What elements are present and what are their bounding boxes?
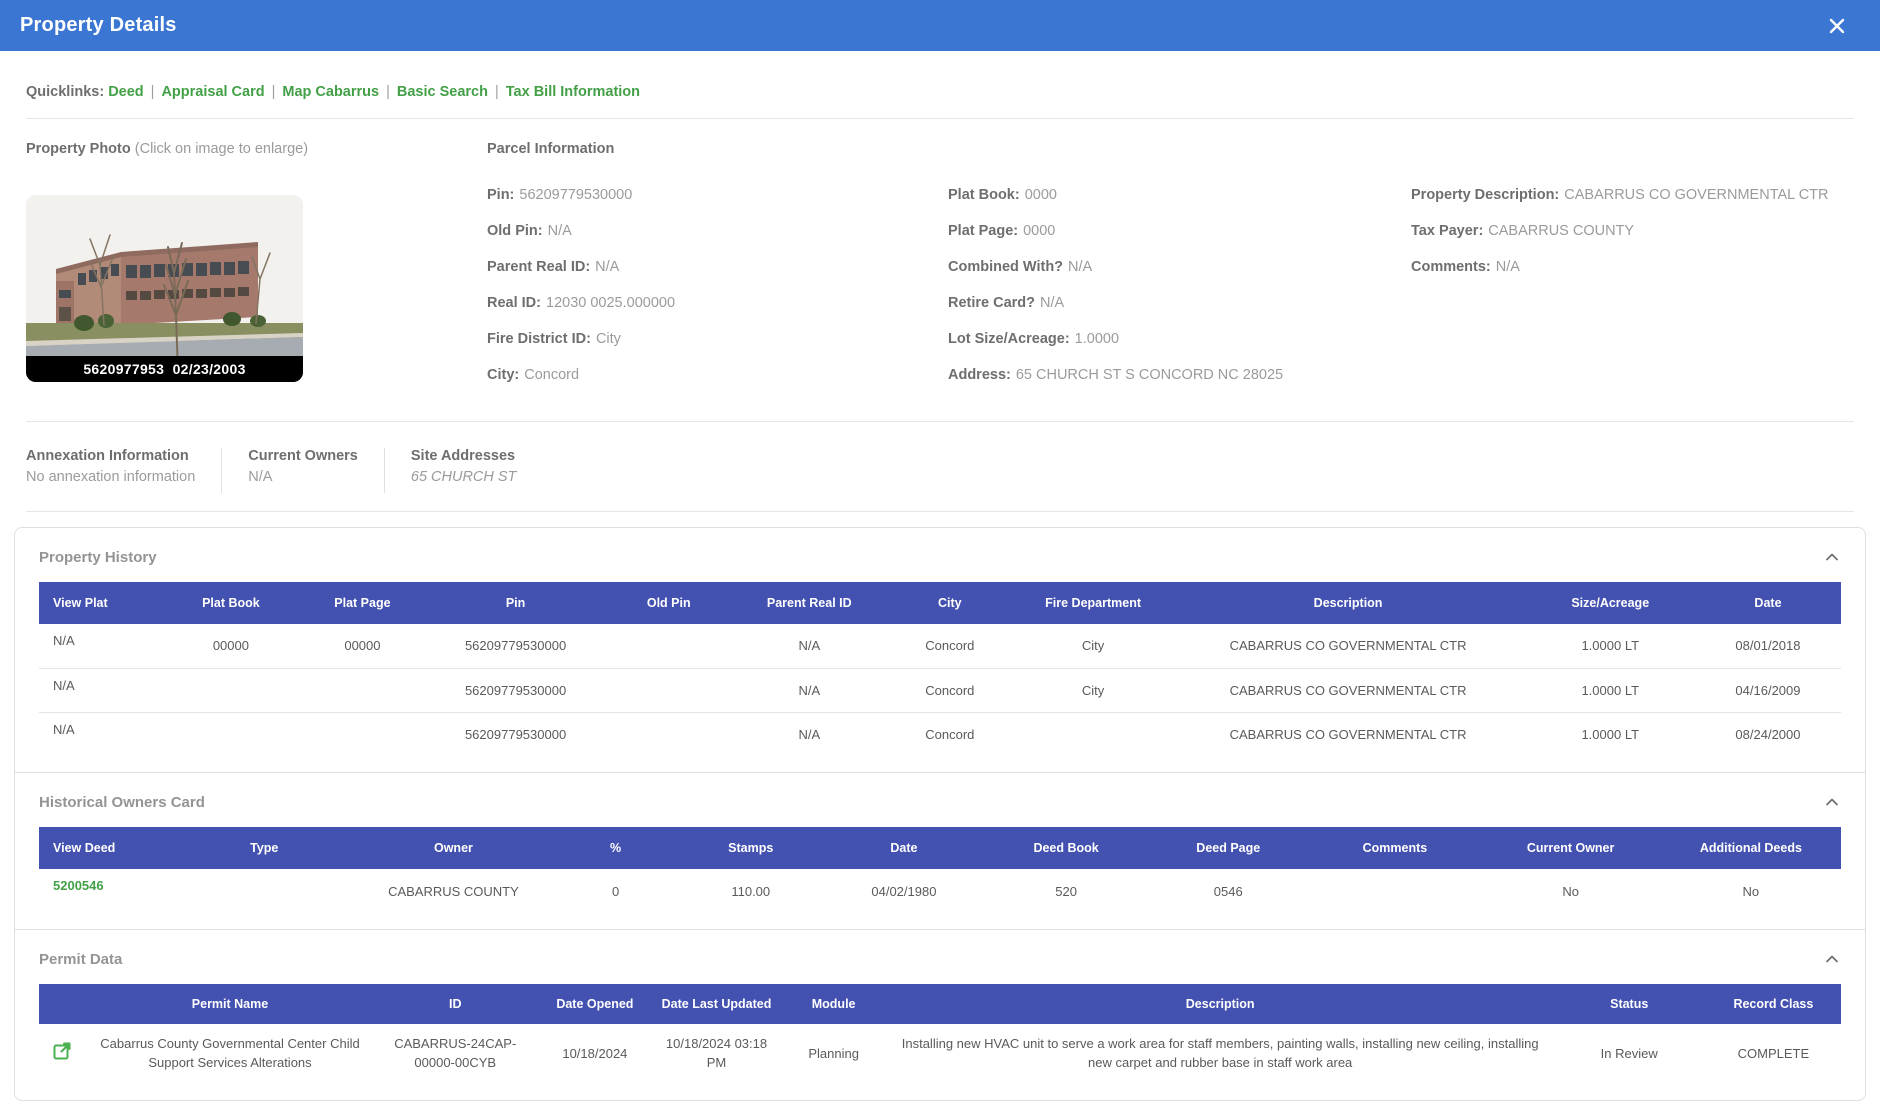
permit-module-cell: Planning: [780, 1024, 888, 1084]
quicklink-tax-bill-information[interactable]: Tax Bill Information: [506, 84, 640, 100]
current-owners: Current Owners N/A: [222, 448, 385, 493]
property-photo-title: Property Photo: [26, 141, 131, 157]
field-property-description: Property Description:CABARRUS CO GOVERNM…: [1411, 187, 1854, 204]
property-history-title: Property History: [39, 549, 157, 566]
permit-record-class-cell: COMPLETE: [1706, 1024, 1841, 1084]
divider: [26, 511, 1854, 512]
quicklink-separator: |: [495, 84, 499, 100]
view-deed-link[interactable]: 5200546: [53, 878, 104, 893]
table-row: N/A 56209779530000 N/A Concord CABARRUS …: [39, 712, 1841, 756]
permit-id-cell: CABARRUS-24CAP-00000-00CYB: [374, 1024, 536, 1084]
site-addresses: Site Addresses 65 CHURCH ST: [385, 448, 543, 493]
property-history-section: Property History View Plat Plat Book Pla…: [15, 528, 1865, 772]
table-header-row: Permit Name ID Date Opened Date Last Upd…: [39, 984, 1841, 1024]
photo-caption: 5620977953 02/23/2003: [26, 356, 303, 382]
building-photo-illustration: [26, 195, 303, 382]
permit-date-opened-cell: 10/18/2024: [536, 1024, 653, 1084]
collapse-chevron-up-icon[interactable]: [1823, 793, 1841, 811]
photo-enlarge-hint: (Click on image to enlarge): [135, 141, 308, 157]
modal-header: Property Details: [0, 0, 1880, 51]
quicklink-basic-search[interactable]: Basic Search: [397, 84, 488, 100]
open-permit-external-link-icon[interactable]: [51, 1040, 73, 1068]
parcel-information-section: Parcel Information Pin:56209779530000 Ol…: [487, 141, 1854, 403]
detail-tables-card: Property History View Plat Plat Book Pla…: [14, 527, 1866, 1101]
historical-owners-table: View Deed Type Owner % Stamps Date Deed …: [39, 827, 1841, 913]
quicklinks-label: Quicklinks:: [26, 84, 104, 100]
table-row: Cabarrus County Governmental Center Chil…: [39, 1024, 1841, 1084]
permit-description-cell: Installing new HVAC unit to serve a work…: [888, 1024, 1553, 1084]
field-parent-real-id: Parent Real ID:N/A: [487, 259, 948, 276]
main-info-section: Property Photo (Click on image to enlarg…: [26, 141, 1854, 403]
field-plat-page: Plat Page:0000: [948, 223, 1411, 240]
table-row: N/A 00000 00000 56209779530000 N/A Conco…: [39, 624, 1841, 668]
field-old-pin: Old Pin:N/A: [487, 223, 948, 240]
parcel-column-1: Pin:56209779530000 Old Pin:N/A Parent Re…: [487, 187, 948, 403]
divider: [26, 421, 1854, 422]
quicklink-separator: |: [272, 84, 276, 100]
table-row: N/A 56209779530000 N/A Concord City CABA…: [39, 668, 1841, 712]
table-header-row: View Plat Plat Book Plat Page Pin Old Pi…: [39, 582, 1841, 624]
field-address: Address:65 CHURCH ST S CONCORD NC 28025: [948, 367, 1411, 384]
field-combined-with: Combined With?N/A: [948, 259, 1411, 276]
permit-name-cell: Cabarrus County Governmental Center Chil…: [86, 1024, 374, 1084]
permit-status-cell: In Review: [1553, 1024, 1706, 1084]
field-tax-payer: Tax Payer:CABARRUS COUNTY: [1411, 223, 1854, 240]
property-photo[interactable]: 5620977953 02/23/2003: [26, 195, 303, 382]
quicklink-deed[interactable]: Deed: [108, 84, 143, 100]
permit-data-table: Permit Name ID Date Opened Date Last Upd…: [39, 984, 1841, 1084]
field-plat-book: Plat Book:0000: [948, 187, 1411, 204]
property-photo-heading: Property Photo (Click on image to enlarg…: [26, 141, 487, 157]
property-photo-column: Property Photo (Click on image to enlarg…: [26, 141, 487, 403]
page-title: Property Details: [20, 14, 177, 37]
permit-data-title: Permit Data: [39, 951, 122, 968]
field-lot-size-acreage: Lot Size/Acreage:1.0000: [948, 331, 1411, 348]
permit-data-section: Permit Data Permit Name ID Date Opened D…: [15, 929, 1865, 1100]
quicklinks-bar: Quicklinks: Deed | Appraisal Card | Map Caba…: [26, 84, 1854, 100]
historical-owners-section: Historical Owners Card View Deed Type Ow…: [15, 772, 1865, 929]
property-history-table: View Plat Plat Book Plat Page Pin Old Pi…: [39, 582, 1841, 756]
field-pin: Pin:56209779530000: [487, 187, 948, 204]
quicklink-map-cabarrus[interactable]: Map Cabarrus: [282, 84, 379, 100]
annexation-strip: Annexation Information No annexation inf…: [26, 448, 1854, 493]
collapse-chevron-up-icon[interactable]: [1823, 950, 1841, 968]
field-city: City:Concord: [487, 367, 948, 384]
annexation-information: Annexation Information No annexation inf…: [26, 448, 222, 493]
divider: [26, 118, 1854, 119]
table-row: 5200546 CABARRUS COUNTY 0 110.00 04/02/1…: [39, 869, 1841, 913]
field-real-id: Real ID:12030 0025.000000: [487, 295, 948, 312]
parcel-column-2: Plat Book:0000 Plat Page:0000 Combined W…: [948, 187, 1411, 403]
field-comments: Comments:N/A: [1411, 259, 1854, 276]
quicklink-separator: |: [386, 84, 390, 100]
field-fire-district-id: Fire District ID:City: [487, 331, 948, 348]
quicklink-separator: |: [151, 84, 155, 100]
quicklink-appraisal-card[interactable]: Appraisal Card: [161, 84, 264, 100]
close-icon[interactable]: [1824, 13, 1850, 39]
parcel-information-title: Parcel Information: [487, 141, 1854, 157]
historical-owners-title: Historical Owners Card: [39, 794, 205, 811]
table-header-row: View Deed Type Owner % Stamps Date Deed …: [39, 827, 1841, 869]
field-retire-card: Retire Card?N/A: [948, 295, 1411, 312]
permit-date-updated-cell: 10/18/2024 03:18 PM: [653, 1024, 779, 1084]
parcel-column-3: Property Description:CABARRUS CO GOVERNM…: [1411, 187, 1854, 403]
collapse-chevron-up-icon[interactable]: [1823, 548, 1841, 566]
